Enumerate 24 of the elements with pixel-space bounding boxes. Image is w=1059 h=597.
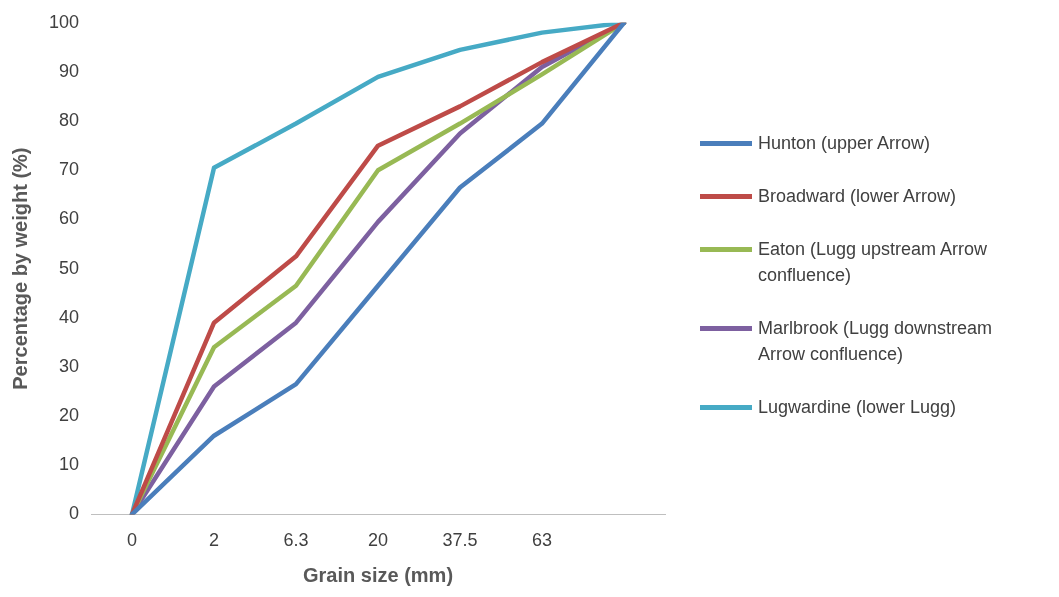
y-tick-label: 30	[59, 355, 80, 376]
legend-label: Eaton (Lugg upstream Arrow confluence)	[758, 238, 989, 287]
legend-label: Marlbrook (Lugg downstream Arrow confluence)	[758, 317, 994, 366]
y-tick-label: 60	[59, 208, 80, 229]
x-tick-label: 20	[368, 530, 389, 551]
x-tick-label: 2	[209, 530, 220, 551]
legend-label: Hunton (upper Arrow)	[758, 132, 931, 155]
y-axis-title: Percentage by weight (%)	[8, 147, 31, 390]
y-tick-label: 10	[59, 454, 80, 475]
x-axis-title: Grain size (mm)	[302, 563, 454, 586]
x-tick-label: 6.3	[283, 530, 309, 551]
y-tick-label: 100	[48, 11, 80, 32]
x-tick-label: 63	[531, 530, 553, 551]
y-tick-label: 90	[59, 60, 80, 81]
y-tick-label: 50	[59, 257, 80, 278]
y-tick-label: 70	[59, 159, 80, 180]
y-tick-label: 40	[59, 306, 80, 327]
y-tick-label: 20	[59, 405, 80, 426]
y-tick-label: 80	[59, 110, 80, 131]
legend-label: Lugwardine (lower Lugg)	[758, 396, 957, 419]
x-tick-label: 37.5	[442, 530, 478, 551]
legend-label: Broadward (lower Arrow)	[758, 185, 957, 208]
x-tick-label: 0	[127, 530, 138, 551]
y-tick-label: 0	[69, 503, 80, 524]
